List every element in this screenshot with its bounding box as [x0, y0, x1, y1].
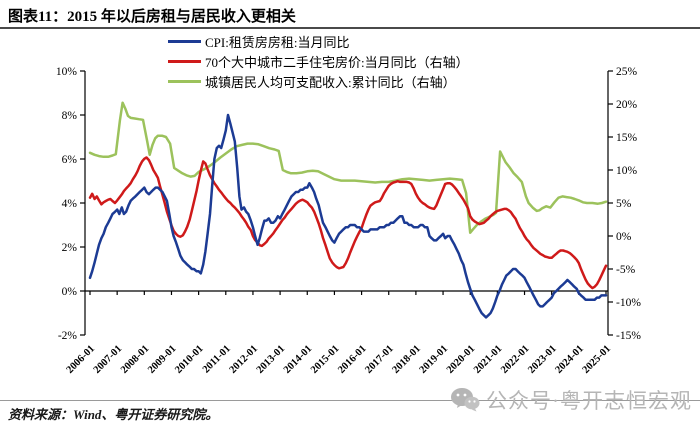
- watermark: 公众号·粤开志恒宏观: [450, 385, 692, 415]
- x-axis-tick-label: 2012-01: [228, 343, 261, 376]
- right-axis-tick-label: 25%: [616, 66, 638, 78]
- title-underline: [0, 27, 700, 29]
- legend-item-cpi-rent: CPI:租赁房房租:当月同比: [168, 31, 469, 51]
- right-axis-tick-label: -15%: [616, 330, 641, 342]
- left-axis-tick-label: 10%: [56, 66, 78, 78]
- footer-divider: [0, 400, 700, 401]
- chart-legend: CPI:租赁房房租:当月同比 70个大中城市二手住宅房价:当月同比（右轴） 城镇…: [168, 31, 469, 91]
- x-axis-tick-label: 2011-01: [201, 343, 233, 375]
- left-axis-tick-label: 2%: [62, 242, 78, 254]
- x-axis-tick-label: 2016-01: [336, 343, 369, 376]
- x-axis-tick-label: 2020-01: [445, 343, 478, 376]
- x-axis-tick-label: 2009-01: [146, 343, 179, 376]
- legend-line-swatch-green: [168, 79, 201, 83]
- figure-title: 图表11：2015 年以后房租与居民收入更相关: [8, 9, 296, 25]
- x-axis-tick-label: 2014-01: [282, 343, 315, 376]
- series-line-3: [88, 101, 608, 234]
- right-axis-tick-label: 10%: [616, 165, 638, 177]
- right-axis-tick-label: -10%: [616, 297, 641, 309]
- right-axis-tick-label: 15%: [616, 132, 638, 144]
- source-note: 资料来源：Wind、粤开证券研究院。: [8, 407, 219, 422]
- left-axis-tick-label: -2%: [58, 330, 78, 342]
- x-axis-tick-label: 2008-01: [119, 343, 152, 376]
- left-axis-tick-label: 6%: [62, 154, 78, 166]
- legend-line-swatch-red: [168, 59, 201, 63]
- legend-item-disposable-income: 城镇居民人均可支配收入:累计同比（右轴）: [168, 71, 469, 91]
- legend-label: 城镇居民人均可支配收入:累计同比（右轴）: [205, 74, 456, 90]
- x-axis-tick-label: 2023-01: [526, 343, 559, 376]
- x-axis-tick-label: 2022-01: [499, 343, 532, 376]
- x-axis-tick-label: 2017-01: [363, 343, 396, 376]
- x-axis-tick-label: 2010-01: [173, 343, 206, 376]
- wechat-icon: [451, 388, 480, 412]
- x-axis-tick-label: 2006-01: [65, 343, 98, 376]
- x-axis-tick-label: 2019-01: [418, 343, 451, 376]
- right-axis-tick-label: 5%: [616, 198, 632, 210]
- left-axis-tick-label: 4%: [62, 198, 78, 210]
- legend-item-secondhand-price: 70个大中城市二手住宅房价:当月同比（右轴）: [168, 51, 469, 71]
- right-axis-tick-label: -5%: [616, 264, 636, 276]
- x-axis-tick-label: 2013-01: [255, 343, 288, 376]
- x-axis-tick-label: 2018-01: [390, 343, 423, 376]
- series-line-1: [88, 113, 608, 319]
- watermark-text: 公众号·粤开志恒宏观: [486, 389, 692, 413]
- x-axis-tick-label: 2021-01: [472, 343, 505, 376]
- left-axis-tick-label: 0%: [62, 286, 78, 298]
- right-axis-tick-label: 0%: [616, 231, 632, 243]
- legend-label: 70个大中城市二手住宅房价:当月同比（右轴）: [205, 54, 469, 70]
- left-axis-tick-label: 8%: [62, 110, 78, 122]
- x-axis-tick-label: 2025-01: [581, 343, 614, 376]
- x-axis-tick-label: 2024-01: [553, 343, 586, 376]
- series-line-2: [88, 156, 608, 290]
- x-axis-tick-label: 2007-01: [92, 343, 125, 376]
- right-axis-tick-label: 20%: [616, 99, 638, 111]
- legend-label: CPI:租赁房房租:当月同比: [205, 34, 350, 50]
- legend-line-swatch-blue: [168, 39, 201, 43]
- x-axis-tick-label: 2015-01: [309, 343, 342, 376]
